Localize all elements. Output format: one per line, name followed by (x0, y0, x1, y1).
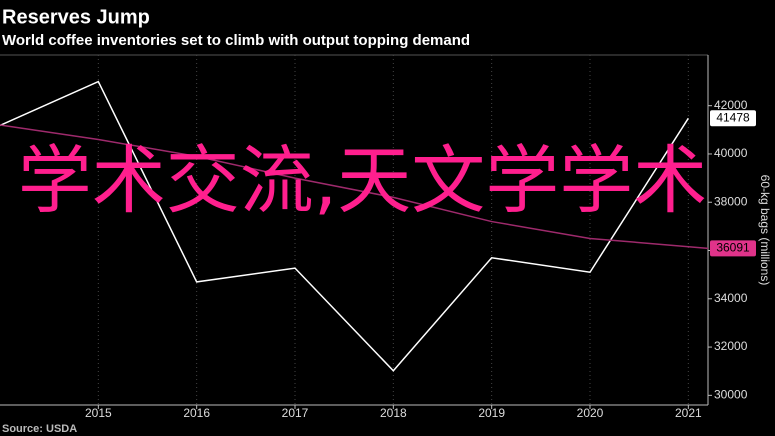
x-tick-label: 2021 (675, 406, 702, 420)
x-tick-label: 2017 (282, 406, 309, 420)
line (0, 124, 709, 250)
x-tick-label: 2016 (183, 406, 210, 420)
line (0, 80, 689, 372)
chart-title: Reserves Jump (2, 6, 150, 28)
x-tick-label: 2019 (478, 406, 505, 420)
x-tick-label: 2018 (380, 406, 407, 420)
overlay-text: 学术交流,天文学学术 (17, 138, 708, 224)
y-tick-label: 40000 (714, 146, 748, 160)
value-label: 36091 (716, 240, 750, 254)
y-axis-title: 60-kg bags (millions) (758, 175, 772, 286)
value-label-box (710, 240, 756, 257)
value-label: 41478 (716, 110, 750, 124)
y-tick-label: 34000 (714, 291, 748, 305)
x-tick-label: 2020 (577, 406, 604, 420)
chart-subtitle: World coffee inventories set to climb wi… (2, 32, 470, 49)
source: Source: USDA (2, 423, 77, 435)
y-tick-label: 30000 (714, 388, 748, 402)
y-tick-label: 42000 (714, 98, 748, 112)
value-label-box (710, 110, 756, 127)
y-tick-label: 32000 (714, 339, 748, 353)
y-tick-label: 38000 (714, 194, 748, 208)
x-tick-label: 2015 (85, 406, 112, 420)
